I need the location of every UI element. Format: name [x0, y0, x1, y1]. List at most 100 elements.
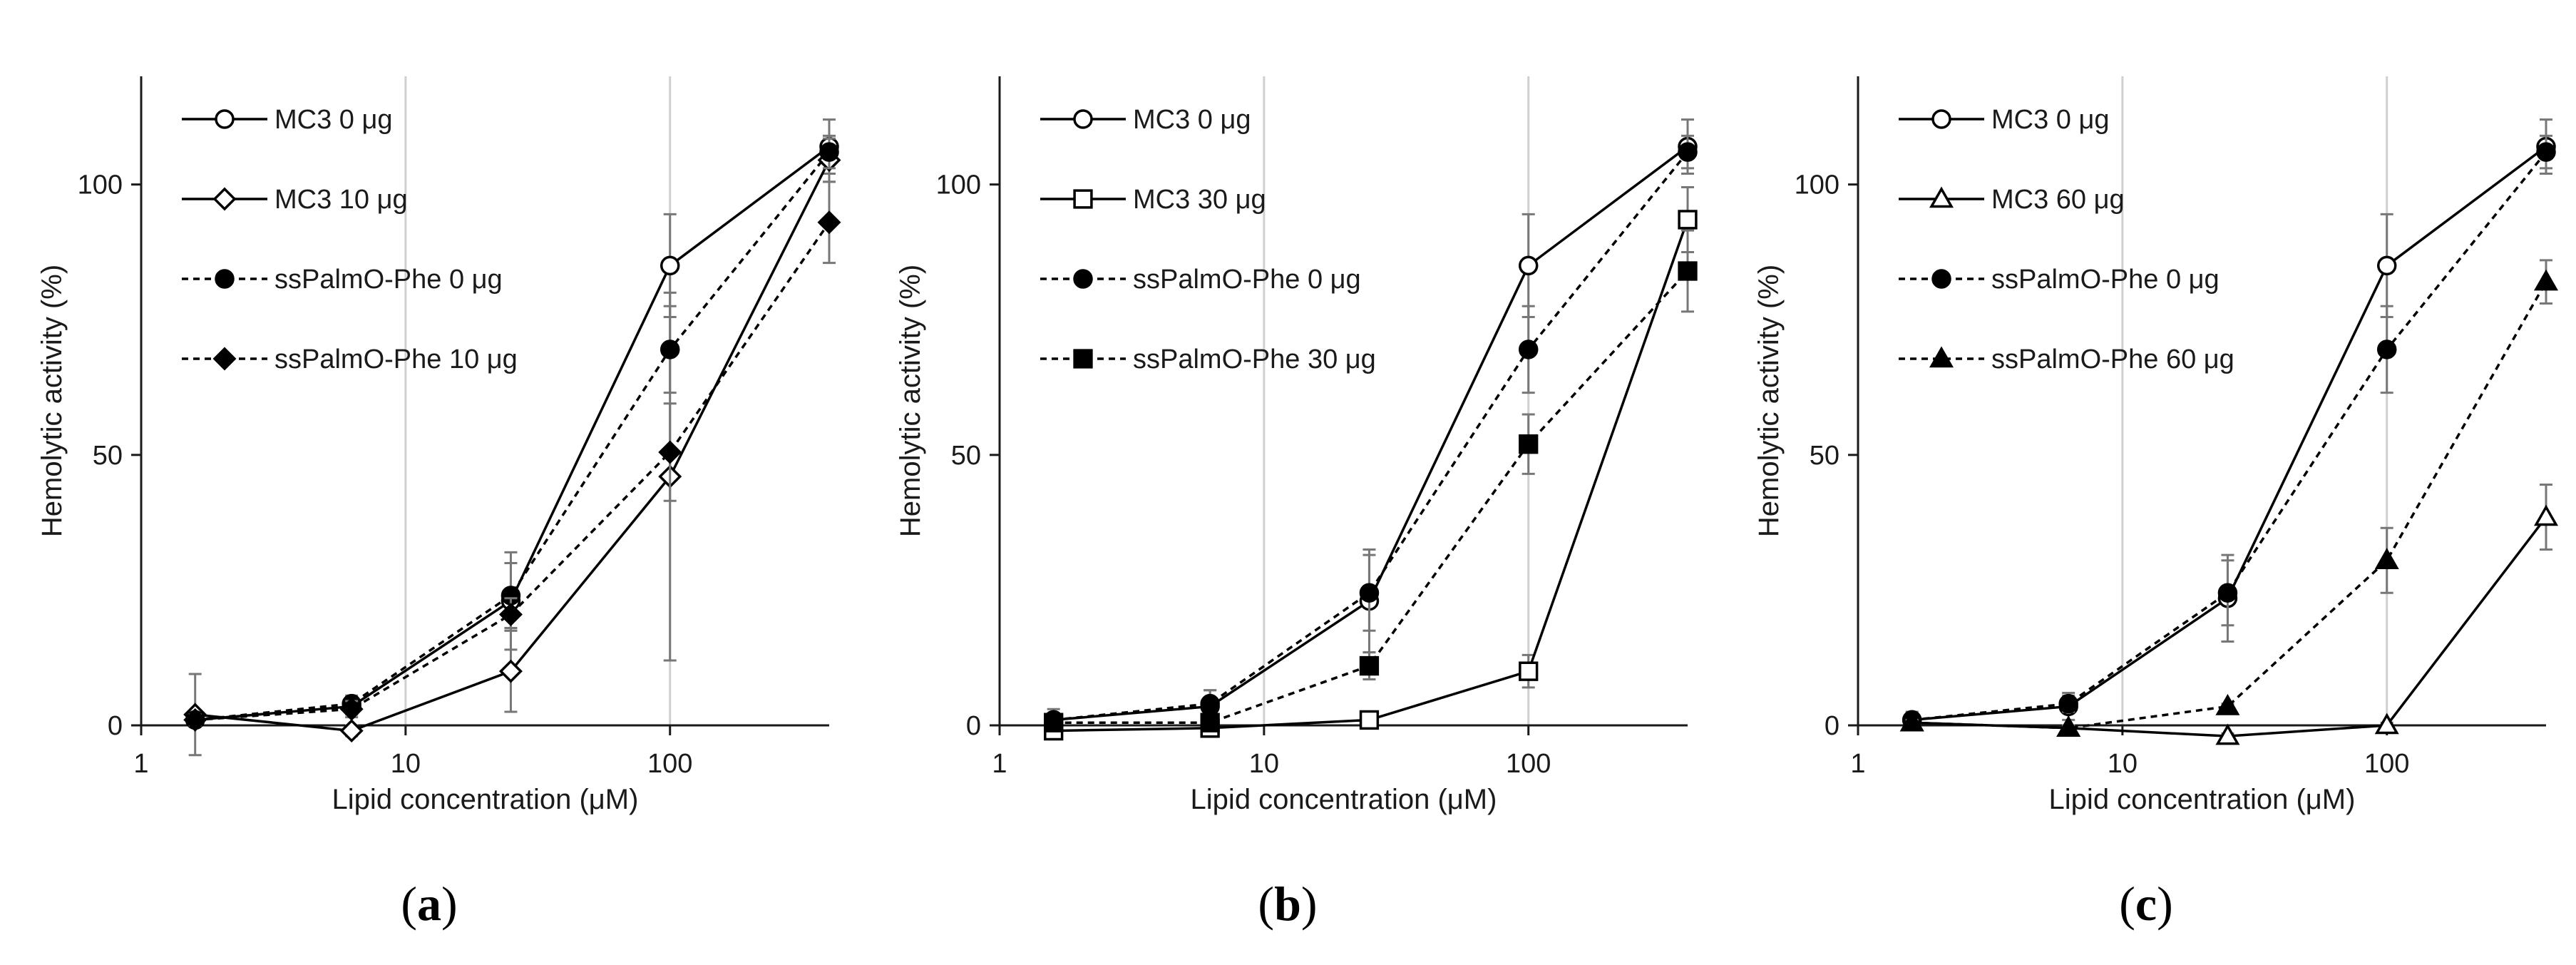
chart-c-series-1-point-2: [2215, 723, 2240, 745]
chart-b-series-1-point-3: [1519, 661, 1539, 681]
chart-a-series-3-point-3: [658, 440, 682, 464]
chart-a-legend-marker-0: [215, 109, 235, 129]
chart-b-series-3-point-2: [1359, 655, 1380, 676]
chart-b-legend-label-3: ssPalmO-Phe 30 μg: [1133, 344, 1376, 374]
chart-a-series-2-point-3: [660, 339, 680, 359]
chart-b-legend-label-0: MC3 0 μg: [1133, 105, 1251, 135]
chart-a-series-1: [183, 137, 841, 757]
chart-c-legend: MC3 0 μg MC3 60 μg ssPalmO-Phe 0 μg ssPalmO…: [1899, 105, 2234, 374]
chart-b-legend-marker-1: [1073, 189, 1093, 209]
chart-a-legend-label-0: MC3 0 μg: [274, 105, 393, 135]
chart-b-xtick-label-2: 100: [1506, 749, 1551, 779]
chart-a-legend-marker-3: [212, 347, 237, 371]
chart-a-series-3-point-0: [183, 708, 207, 732]
chart-a-series-0-point-3: [660, 255, 680, 276]
chart-b-series-2-point-1: [1200, 693, 1220, 714]
chart-b-series-3: [1044, 229, 1698, 732]
chart-c-legend-label-2: ssPalmO-Phe 0 μg: [1991, 265, 2220, 295]
chart-c-plot: 0 50 100 1 10 100 Lipid concentration (μM) Hemo…: [1753, 76, 2559, 815]
chart-a-series-2-point-4: [819, 142, 839, 162]
chart-a-legend-marker-1: [212, 187, 237, 211]
chart-c-ytick-label-0: 0: [1825, 711, 1839, 741]
chart-b-ytick-label-2: 100: [936, 170, 981, 200]
chart-a-xtick-label-2: 100: [647, 749, 692, 779]
chart-c-series-2-line: [1912, 151, 2547, 722]
chart-c-ytick-label-1: 50: [1810, 441, 1839, 471]
chart-b-series-0-point-3: [1518, 255, 1539, 276]
chart-c-series-2-point-4: [2536, 142, 2556, 162]
chart-c-series-3-point-4: [2533, 269, 2559, 291]
chart-c-series-2: [1902, 134, 2556, 730]
chart-c-legend-label-3: ssPalmO-Phe 60 μg: [1991, 344, 2234, 374]
chart-c-series-3-line: [1912, 281, 2547, 730]
chart-b-legend-marker-0: [1073, 109, 1093, 129]
chart-a-plot: 0 50 100 1 10 100 Lipid concentration (μM) Hemo…: [36, 76, 841, 815]
chart-panel-b: 0 50 100 1 10 100 Lipid concentration (μM) Hemo…: [858, 0, 1717, 965]
chart-b-series-3-point-4: [1678, 261, 1698, 281]
chart-a-legend-label-1: MC3 10 μg: [274, 185, 408, 215]
panel-label-a: (a): [401, 877, 458, 931]
chart-b-legend-label-1: MC3 30 μg: [1133, 185, 1266, 215]
chart-c-legend-label-1: MC3 60 μg: [1991, 185, 2125, 215]
chart-a-series-3-point-2: [498, 603, 523, 627]
chart-c-series-3-point-1: [2056, 715, 2081, 737]
chart-c-xtick-label-1: 10: [2108, 749, 2138, 779]
chart-c-series-2-point-3: [2376, 339, 2397, 359]
chart-b-series-2-point-3: [1518, 339, 1539, 359]
chart-a-xtick-label-1: 10: [391, 749, 421, 779]
chart-c-legend-marker-2: [1931, 269, 1951, 289]
chart-a-series-3-point-1: [339, 697, 364, 721]
chart-c-xlabel: Lipid concentration (μM): [2049, 784, 2356, 815]
chart-c-series-0-point-3: [2376, 255, 2397, 276]
panel-label-b: (b): [1258, 877, 1318, 931]
chart-b-xlabel: Lipid concentration (μM): [1191, 784, 1497, 815]
chart-a-legend-label-2: ssPalmO-Phe 0 μg: [274, 265, 503, 295]
chart-b-series-2-point-4: [1678, 142, 1698, 162]
chart-c-series-1-point-3: [2374, 713, 2399, 735]
chart-b-legend-label-2: ssPalmO-Phe 0 μg: [1133, 265, 1361, 295]
chart-a-xtick-label-0: 1: [133, 749, 148, 779]
chart-b-xtick-label-0: 1: [992, 749, 1007, 779]
chart-b-series-3-point-0: [1044, 713, 1064, 732]
chart-b-series-3-point-1: [1200, 713, 1220, 732]
chart-panel-c: 0 50 100 1 10 100 Lipid concentration (μM) Hemo…: [1717, 0, 2575, 965]
chart-b-series-2: [1043, 134, 1698, 730]
chart-a-series-1-point-1: [339, 719, 364, 743]
chart-a-ytick-label-2: 100: [78, 170, 123, 200]
chart-b-ytick-label-0: 0: [966, 711, 981, 741]
chart-c-series-3-point-3: [2374, 548, 2399, 569]
chart-c-ylabel: Hemolytic activity (%): [1753, 265, 1785, 537]
chart-c-ytick-label-2: 100: [1795, 170, 1839, 200]
chart-c-legend-marker-3: [1929, 346, 1954, 368]
chart-c-legend-marker-1: [1929, 186, 1954, 208]
chart-c-series-3-point-0: [1899, 710, 1924, 732]
chart-a-series-1-line: [195, 159, 831, 732]
panel-label-c: (c): [2119, 877, 2173, 931]
chart-c-legend-marker-0: [1931, 109, 1951, 129]
chart-c-legend-label-0: MC3 0 μg: [1991, 105, 2110, 135]
chart-a-series-3-line: [195, 221, 831, 722]
chart-a-xlabel: Lipid concentration (μM): [332, 784, 639, 815]
chart-b-legend: MC3 0 μg MC3 30 μg ssPalmO-Phe 0 μg ssPalmO…: [1040, 105, 1376, 374]
chart-c-xtick-label-2: 100: [2364, 749, 2409, 779]
chart-b-series-0-line: [1053, 145, 1689, 722]
chart-b-series-1-point-2: [1359, 710, 1380, 730]
chart-b-plot: 0 50 100 1 10 100 Lipid concentration (μM) Hemo…: [895, 76, 1698, 815]
chart-c-series-3-point-2: [2215, 693, 2240, 715]
chart-b-xtick-label-1: 10: [1249, 749, 1279, 779]
chart-a-legend-label-3: ssPalmO-Phe 10 μg: [274, 344, 518, 374]
chart-a-series-1-point-2: [498, 659, 523, 683]
chart-b-series-2-line: [1053, 151, 1689, 722]
chart-b-series-3-point-3: [1519, 434, 1539, 454]
chart-a-series-3: [183, 180, 841, 732]
chart-c-series-2-point-1: [2058, 693, 2078, 714]
chart-a-ytick-label-1: 50: [93, 441, 123, 471]
chart-b-series-1-point-4: [1678, 210, 1698, 230]
chart-b-series-2-point-2: [1359, 583, 1380, 603]
chart-b-legend-marker-2: [1073, 269, 1093, 289]
chart-a-legend-marker-2: [215, 269, 235, 289]
chart-a-series-2: [185, 134, 839, 730]
chart-a-series-2-line: [195, 151, 831, 722]
chart-b-legend-marker-3: [1073, 349, 1093, 369]
chart-a-series-3-point-4: [817, 210, 841, 235]
